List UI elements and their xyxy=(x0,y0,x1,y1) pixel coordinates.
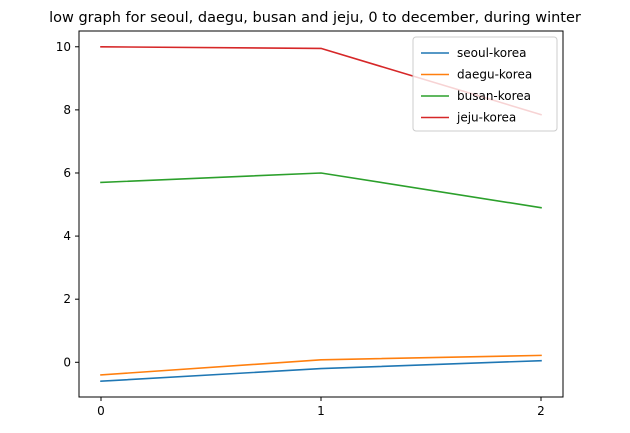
axis-ticks: 0 1 2 0 2 4 6 8 10 xyxy=(56,40,545,418)
legend-label: jeju-korea xyxy=(456,111,516,125)
y-tick-label: 10 xyxy=(56,40,71,54)
x-tick-label: 1 xyxy=(317,404,325,418)
legend-label: busan-korea xyxy=(457,89,531,103)
series-line-daegu-korea xyxy=(100,354,542,376)
legend: seoul-korea daegu-korea busan-korea jeju-ko… xyxy=(412,36,558,132)
y-tick-label: 0 xyxy=(63,355,71,369)
y-tick-label: 2 xyxy=(63,292,71,306)
x-tick-label: 2 xyxy=(537,404,545,418)
x-tick-label: 0 xyxy=(97,404,105,418)
series-line-seoul-korea xyxy=(100,359,542,383)
y-tick-label: 4 xyxy=(63,229,71,243)
legend-label: daegu-korea xyxy=(457,68,532,82)
chart-title: low graph for seoul, daegu, busan and je… xyxy=(49,10,581,26)
y-tick-label: 6 xyxy=(63,166,71,180)
series-line-busan-korea xyxy=(100,172,542,209)
y-tick-label: 8 xyxy=(63,103,71,117)
legend-label: seoul-korea xyxy=(457,46,527,60)
legend-box xyxy=(412,36,558,132)
